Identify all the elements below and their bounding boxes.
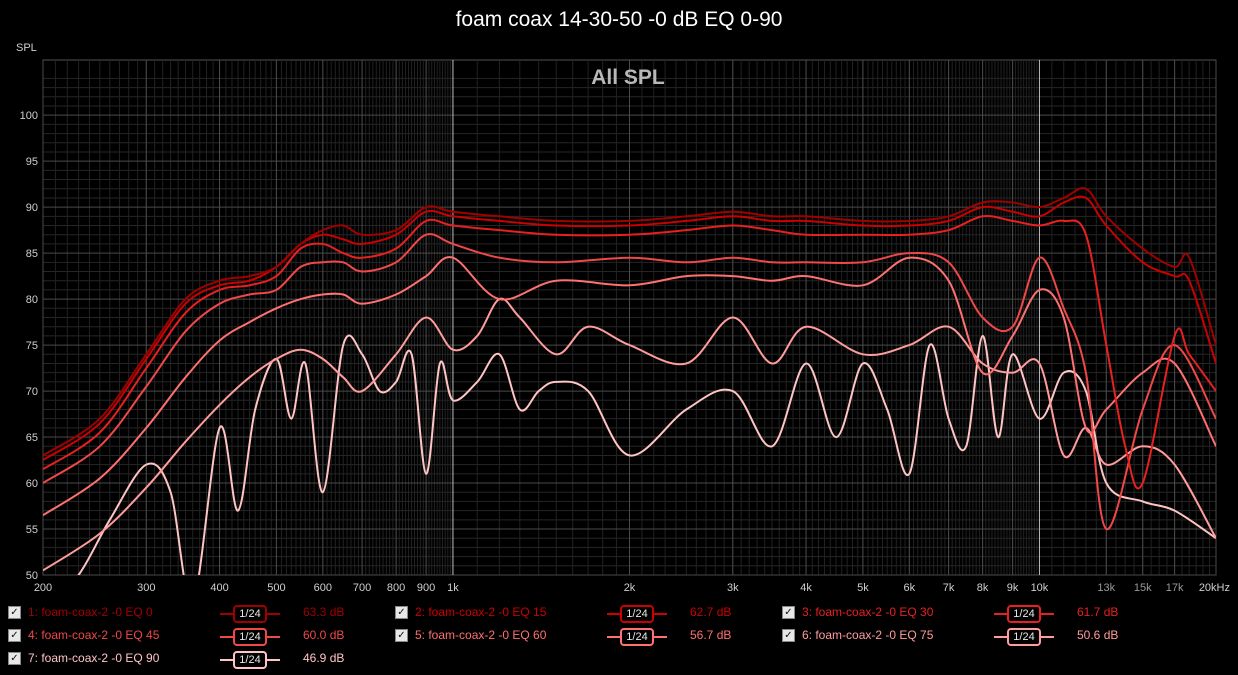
- legend-level-value: 61.7 dB: [1077, 605, 1119, 619]
- legend-item[interactable]: ✓ 5: foam-coax-2 -0 EQ 60 1/24 56.7 dB: [395, 626, 775, 646]
- x-tick-label: 20kHz: [1199, 582, 1230, 594]
- legend-level-value: 50.6 dB: [1077, 628, 1119, 642]
- legend-series-name: 3: foam-coax-2 -0 EQ 30: [802, 605, 934, 619]
- x-tick-label: 5k: [857, 582, 869, 594]
- legend: ✓ 1: foam-coax-2 -0 EQ 0 1/24 63.3 dB ✓ 2: fo…: [0, 600, 1238, 675]
- legend-level-value: 56.7 dB: [690, 628, 732, 642]
- smoothing-indicator[interactable]: 1/24: [220, 627, 280, 646]
- y-tick-label: 50: [26, 570, 38, 582]
- legend-level-value: 60.0 dB: [303, 628, 345, 642]
- x-tick-label: 10k: [1031, 582, 1049, 594]
- checkbox-icon[interactable]: ✓: [8, 629, 21, 642]
- x-tick-label: 3k: [727, 582, 739, 594]
- grid-lines: [42, 59, 1217, 576]
- series-line: [43, 233, 1216, 531]
- x-tick-label: 6k: [904, 582, 916, 594]
- x-tick-label: 200: [34, 582, 52, 594]
- series-line: [43, 215, 1216, 490]
- legend-series-name: 7: foam-coax-2 -0 EQ 90: [28, 651, 160, 665]
- y-tick-label: 65: [26, 432, 38, 444]
- x-tick-label: 4k: [800, 582, 812, 594]
- y-tick-label: 75: [26, 340, 38, 352]
- legend-series-name: 6: foam-coax-2 -0 EQ 75: [802, 628, 934, 642]
- y-tick-label: 80: [26, 294, 38, 306]
- smoothing-label: 1/24: [620, 605, 654, 623]
- legend-series-name: 1: foam-coax-2 -0 EQ 0: [28, 605, 153, 619]
- legend-item[interactable]: ✓ 6: foam-coax-2 -0 EQ 75 1/24 50.6 dB: [782, 626, 1162, 646]
- smoothing-indicator[interactable]: 1/24: [994, 627, 1054, 646]
- smoothing-label: 1/24: [1007, 605, 1041, 623]
- x-tick-label: 15k: [1134, 582, 1152, 594]
- x-tick-label: 9k: [1007, 582, 1019, 594]
- series-line: [77, 334, 1216, 575]
- legend-level-value: 62.7 dB: [690, 605, 732, 619]
- y-tick-label: 85: [26, 248, 38, 260]
- chart-subtitle: All SPL: [591, 66, 665, 89]
- smoothing-label: 1/24: [233, 651, 267, 669]
- legend-series-name: 5: foam-coax-2 -0 EQ 60: [415, 628, 547, 642]
- x-tick-label: 500: [267, 582, 285, 594]
- y-tick-label: 60: [26, 478, 38, 490]
- series-line: [43, 297, 1216, 572]
- legend-level-value: 63.3 dB: [303, 605, 345, 619]
- x-tick-label: 13k: [1097, 582, 1115, 594]
- x-tick-label: 1k: [447, 582, 459, 594]
- smoothing-indicator[interactable]: 1/24: [607, 627, 667, 646]
- legend-series-name: 4: foam-coax-2 -0 EQ 45: [28, 628, 160, 642]
- checkbox-icon[interactable]: ✓: [395, 629, 408, 642]
- smoothing-indicator[interactable]: 1/24: [220, 650, 280, 669]
- checkbox-icon[interactable]: ✓: [782, 606, 795, 619]
- x-tick-label: 300: [137, 582, 155, 594]
- series-curves: [43, 187, 1216, 575]
- legend-item[interactable]: ✓ 7: foam-coax-2 -0 EQ 90 1/24 46.9 dB: [8, 649, 388, 669]
- y-tick-label: 90: [26, 202, 38, 214]
- y-axis-label: SPL: [16, 42, 37, 54]
- y-tick-label: 100: [20, 110, 38, 122]
- smoothing-indicator[interactable]: 1/24: [607, 604, 667, 623]
- legend-series-name: 2: foam-coax-2 -0 EQ 15: [415, 605, 547, 619]
- series-line: [43, 195, 1216, 461]
- x-tick-label: 800: [387, 582, 405, 594]
- y-tick-label: 55: [26, 524, 38, 536]
- smoothing-label: 1/24: [1007, 628, 1041, 646]
- y-tick-label: 95: [26, 156, 38, 168]
- smoothing-label: 1/24: [233, 605, 267, 623]
- series-line: [43, 187, 1216, 457]
- y-tick-label: 70: [26, 386, 38, 398]
- legend-level-value: 46.9 dB: [303, 651, 345, 665]
- x-tick-label: 400: [210, 582, 228, 594]
- checkbox-icon[interactable]: ✓: [395, 606, 408, 619]
- smoothing-indicator[interactable]: 1/24: [994, 604, 1054, 623]
- x-tick-label: 7k: [943, 582, 955, 594]
- x-tick-label: 900: [417, 582, 435, 594]
- checkbox-icon[interactable]: ✓: [8, 652, 21, 665]
- x-tick-label: 600: [314, 582, 332, 594]
- chart-title: foam coax 14-30-50 -0 dB EQ 0-90: [455, 8, 783, 31]
- legend-item[interactable]: ✓ 4: foam-coax-2 -0 EQ 45 1/24 60.0 dB: [8, 626, 388, 646]
- smoothing-label: 1/24: [620, 628, 654, 646]
- series-line: [43, 256, 1216, 517]
- legend-item[interactable]: ✓ 2: foam-coax-2 -0 EQ 15 1/24 62.7 dB: [395, 603, 775, 623]
- x-tick-label: 2k: [624, 582, 636, 594]
- x-tick-label: 8k: [977, 582, 989, 594]
- x-tick-label: 700: [353, 582, 371, 594]
- legend-item[interactable]: ✓ 1: foam-coax-2 -0 EQ 0 1/24 63.3 dB: [8, 603, 388, 623]
- x-tick-label: 17k: [1166, 582, 1184, 594]
- axis-labels: 50 55 60 65 70 75 80 85 90 95 100 200 300 400 500 600 70…: [20, 110, 1230, 594]
- smoothing-indicator[interactable]: 1/24: [220, 604, 280, 623]
- checkbox-icon[interactable]: ✓: [782, 629, 795, 642]
- smoothing-label: 1/24: [233, 628, 267, 646]
- checkbox-icon[interactable]: ✓: [8, 606, 21, 619]
- legend-item[interactable]: ✓ 3: foam-coax-2 -0 EQ 30 1/24 61.7 dB: [782, 603, 1162, 623]
